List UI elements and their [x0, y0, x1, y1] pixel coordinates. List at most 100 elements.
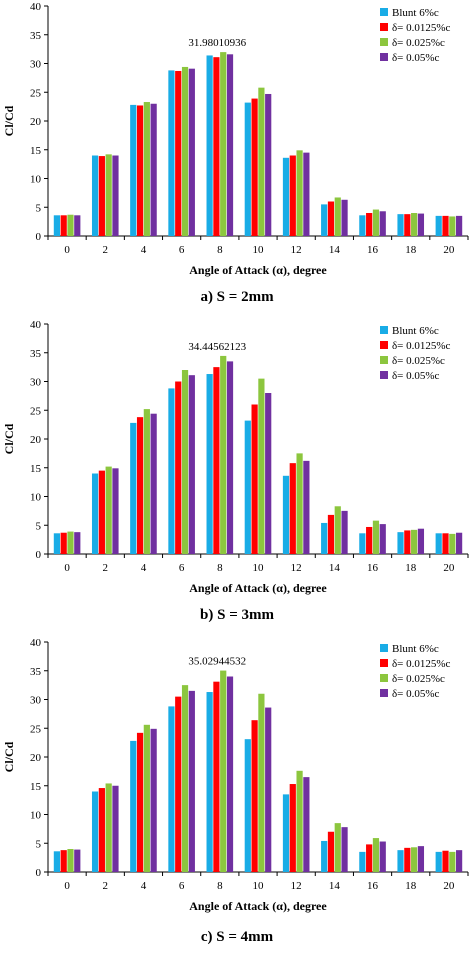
legend-label: δ= 0.025%c	[392, 37, 445, 49]
bar	[251, 98, 258, 236]
bar	[130, 422, 137, 554]
bar	[136, 732, 144, 872]
bar	[442, 850, 449, 872]
bar	[206, 692, 213, 872]
legend-label: δ= 0.05%c	[392, 52, 440, 64]
y-tick-label: 20	[30, 116, 42, 128]
bar	[130, 104, 137, 237]
chart-panel-c: 0 5 10 15 20 25 30 35 40 0 2 4 6 8 10 12 14 16 18 20 35.0294…	[0, 636, 474, 956]
bar	[359, 851, 366, 872]
bar	[341, 199, 348, 236]
bar	[251, 404, 258, 554]
bar	[213, 681, 220, 872]
bar	[435, 851, 442, 872]
y-tick-label: 5	[36, 520, 42, 532]
bar	[74, 215, 81, 236]
bar	[265, 707, 272, 872]
bar	[98, 470, 105, 554]
bar	[334, 506, 341, 554]
bar	[379, 841, 386, 872]
bar	[226, 361, 234, 554]
bar	[206, 374, 213, 554]
x-tick-label: 12	[291, 880, 302, 892]
y-tick-label: 15	[30, 463, 42, 475]
bar	[366, 844, 373, 872]
peak-value-annotation: 35.02944532	[188, 656, 246, 668]
bar	[303, 460, 310, 554]
bar	[98, 788, 105, 872]
bar-chart-a: 0 5 10 15 20 25 30 35 40 0 2 4 6 8 10 12 14 16 18 20 31.9801…	[2, 1, 469, 277]
x-tick-label: 0	[64, 244, 70, 256]
bar	[206, 55, 213, 237]
bar	[168, 706, 175, 872]
bar	[258, 378, 265, 554]
bar	[60, 850, 67, 872]
bar	[188, 690, 195, 872]
y-tick-label: 25	[30, 723, 42, 735]
bar	[411, 213, 418, 236]
bar	[296, 150, 303, 236]
x-tick-label: 4	[141, 880, 147, 892]
bar	[417, 213, 425, 236]
x-tick-label: 14	[329, 244, 341, 256]
y-tick-label: 5	[36, 838, 42, 850]
y-tick-label: 40	[30, 637, 42, 649]
x-tick-label: 6	[179, 880, 185, 892]
bar	[175, 70, 182, 236]
bar-chart-b: 0 5 10 15 20 25 30 35 40 0 2 4 6 8 10 12 14 16 18 20 34.4456…	[2, 319, 469, 595]
bar	[244, 102, 251, 236]
bar	[150, 413, 157, 554]
bar	[359, 533, 366, 554]
x-tick-label: 20	[443, 244, 455, 256]
bar	[60, 215, 67, 236]
x-axis-title: Angle of Attack (α), degree	[189, 263, 327, 277]
bar	[372, 838, 380, 872]
bar	[265, 93, 272, 236]
legend-label: δ= 0.05%c	[392, 688, 440, 700]
bar	[67, 849, 74, 872]
bar	[213, 367, 220, 554]
legend-swatch	[380, 8, 388, 16]
bar	[143, 409, 150, 554]
x-tick-label: 14	[329, 562, 341, 574]
bar	[258, 693, 265, 872]
x-tick-label: 10	[253, 244, 265, 256]
bar	[220, 670, 227, 872]
legend: Blunt 6%c δ= 0.0125%c δ= 0.025%c δ= 0.05%c	[380, 643, 451, 700]
y-tick-label: 35	[30, 666, 42, 678]
bar	[442, 215, 449, 236]
x-tick-label: 20	[443, 880, 455, 892]
chart-caption-b: b) S = 3mm	[200, 607, 274, 623]
bar	[181, 370, 189, 554]
bar	[130, 740, 137, 872]
x-tick-label: 20	[443, 562, 455, 574]
legend-swatch	[380, 659, 388, 667]
bar	[105, 154, 112, 236]
bar	[91, 473, 99, 554]
bar	[359, 215, 366, 236]
x-tick-label: 10	[253, 562, 265, 574]
x-tick-label: 18	[405, 244, 417, 256]
x-tick-label: 12	[291, 244, 302, 256]
x-tick-label: 10	[253, 880, 265, 892]
bar	[411, 847, 418, 872]
bar	[456, 532, 463, 554]
x-tick-label: 8	[217, 880, 223, 892]
y-tick-label: 20	[30, 752, 42, 764]
bar	[53, 851, 60, 872]
bar	[74, 532, 81, 554]
bar	[226, 54, 234, 236]
x-tick-label: 8	[217, 244, 223, 256]
y-tick-label: 15	[30, 781, 42, 793]
bar	[282, 157, 290, 236]
x-axis-title: Angle of Attack (α), degree	[189, 899, 327, 913]
x-tick-label: 2	[103, 244, 109, 256]
bar	[143, 102, 150, 237]
bar	[379, 524, 386, 554]
bar	[168, 388, 175, 554]
bar	[91, 791, 99, 872]
bar	[372, 520, 380, 554]
bar	[143, 724, 150, 872]
bar	[67, 531, 74, 554]
bar	[296, 770, 303, 872]
